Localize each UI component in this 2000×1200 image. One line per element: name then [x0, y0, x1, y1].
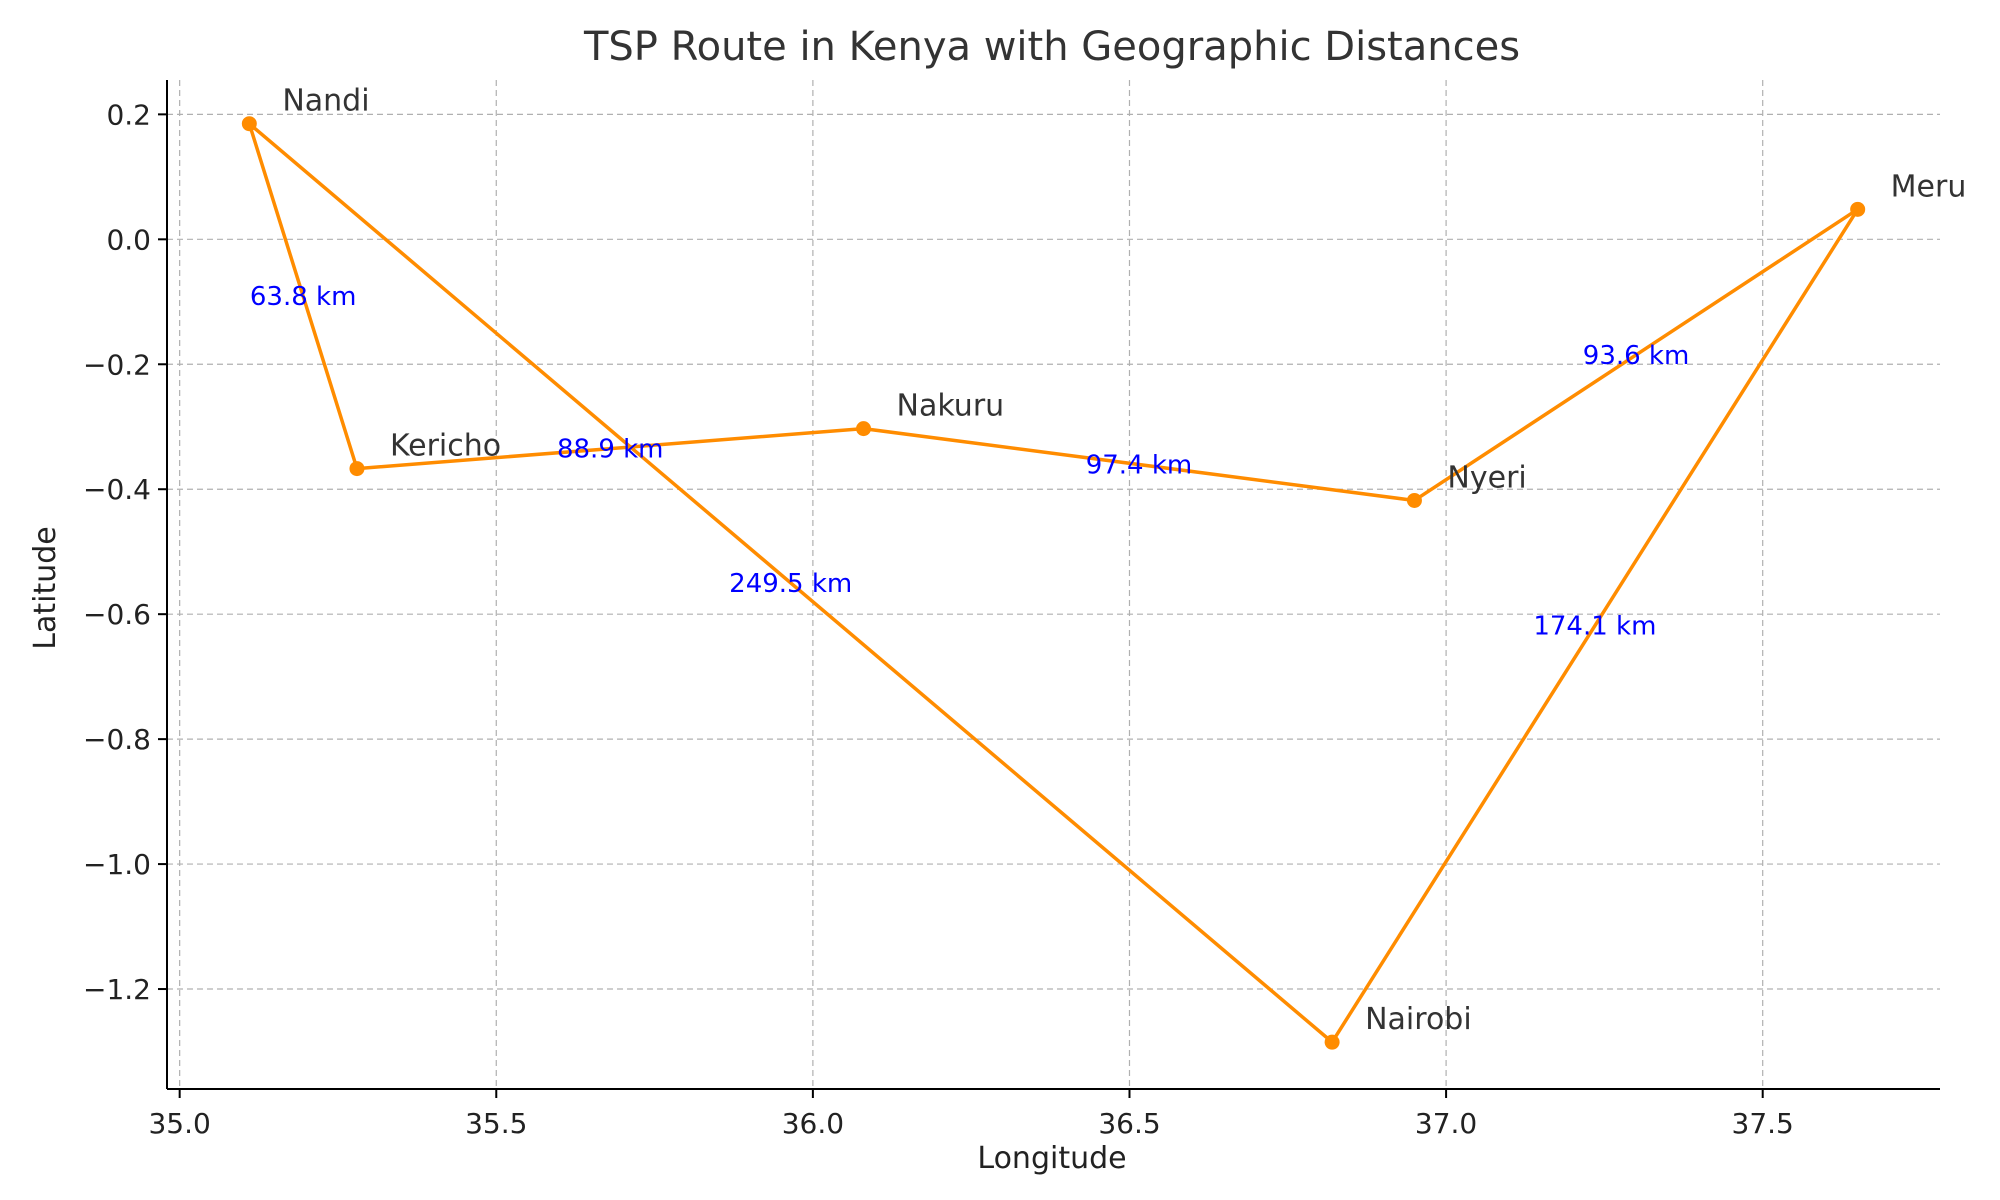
y-tick-label: 0.0: [106, 223, 151, 256]
city-label-nairobi: Nairobi: [1365, 1002, 1472, 1037]
city-label-nakuru: Nakuru: [897, 389, 1005, 424]
city-label-nandi: Nandi: [282, 84, 369, 119]
x-tick-label: 35.0: [148, 1107, 210, 1140]
city-marker-meru: [1850, 201, 1866, 217]
city-marker-nakuru: [856, 421, 872, 437]
distance-label: 93.6 km: [1583, 341, 1690, 371]
x-tick-label: 36.5: [1098, 1107, 1160, 1140]
distance-label: 63.8 km: [250, 282, 357, 312]
city-label-kericho: Kericho: [390, 429, 501, 464]
x-tick-label: 36.0: [782, 1107, 844, 1140]
city-labels: Nandi Kericho Nakuru Nyeri Meru Nairobi: [282, 84, 1966, 1037]
x-tick-label: 37.0: [1415, 1107, 1477, 1140]
tick-labels: 35.0 35.5 36.0 36.5 37.0 37.5 0.2 0.0 −0.2 −0.4 −0…: [83, 98, 1794, 1140]
y-tick-label: −0.2: [83, 348, 151, 381]
x-axis-label: Longitude: [977, 1141, 1126, 1176]
distance-label: 88.9 km: [557, 435, 664, 465]
city-marker-nairobi: [1324, 1034, 1340, 1050]
y-tick-label: −0.6: [83, 598, 151, 631]
y-axis-label: Latitude: [28, 526, 63, 649]
y-tick-label: −0.8: [83, 723, 151, 756]
grid-lines: [167, 80, 1940, 1089]
distance-label: 97.4 km: [1086, 451, 1193, 481]
y-tick-label: 0.2: [106, 98, 151, 131]
x-tick-label: 37.5: [1732, 1107, 1794, 1140]
distance-labels: 63.8 km 88.9 km 97.4 km 93.6 km 174.1 km 249.…: [250, 282, 1689, 642]
city-label-meru: Meru: [1891, 169, 1967, 204]
city-marker-nandi: [241, 116, 257, 132]
chart-title: TSP Route in Kenya with Geographic Dista…: [583, 24, 1520, 70]
y-tick-label: −1.0: [83, 848, 151, 881]
city-markers: [241, 116, 1866, 1050]
x-tick-label: 35.5: [465, 1107, 527, 1140]
city-marker-nyeri: [1406, 492, 1422, 508]
distance-label: 174.1 km: [1533, 612, 1656, 642]
city-marker-kericho: [349, 461, 365, 477]
y-tick-label: −0.4: [83, 473, 151, 506]
distance-label: 249.5 km: [729, 569, 852, 599]
city-label-nyeri: Nyeri: [1447, 460, 1526, 495]
y-tick-label: −1.2: [83, 973, 151, 1006]
axes: [158, 80, 1940, 1098]
